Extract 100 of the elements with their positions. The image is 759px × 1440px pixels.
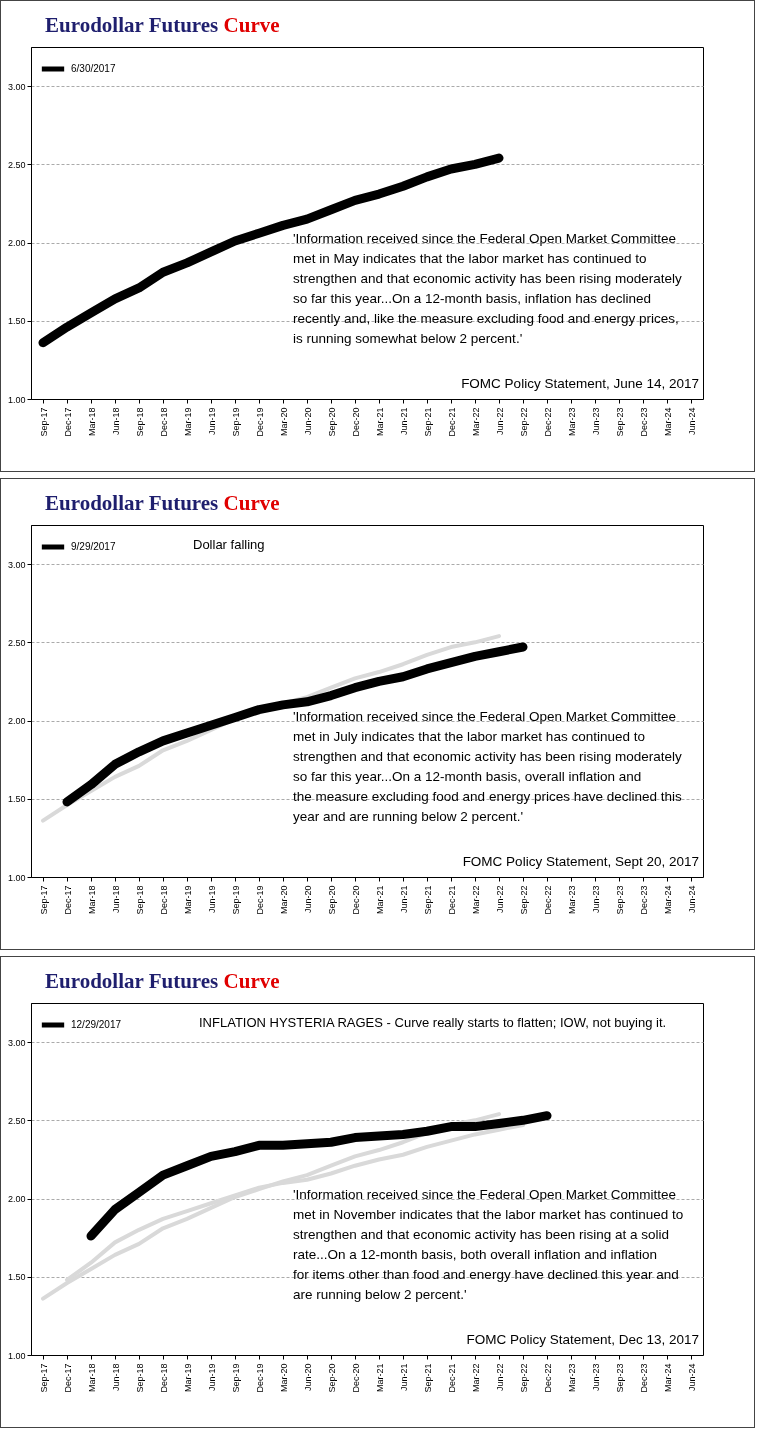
x-tick-label: Mar-23: [566, 407, 577, 437]
x-tick-label: Jun-20: [302, 1363, 313, 1392]
annotation: 'Information received since the Federal Open Market Committee met in July indicates that the labor market has continued to strengthen and that economic activity has been rising moderately so far this year...On a 12-month basis, overall inflation and the measure excluding food and energy prices have declined this year and are running below 2 percent.': [293, 709, 682, 824]
x-tick-label: Jun-18: [110, 885, 121, 914]
x-tick-label: Dec-18: [158, 1363, 169, 1393]
x-tick-label: Dec-23: [638, 407, 649, 437]
x-tick-label: Dec-17: [62, 407, 73, 437]
y-tick-label: 2.50: [7, 637, 26, 648]
y-tick-label: 1.00: [7, 394, 26, 405]
x-tick-label: Jun-21: [398, 1363, 409, 1392]
chart-title: Eurodollar Futures Curve: [45, 491, 280, 515]
x-tick-label: Jun-22: [494, 1363, 505, 1392]
x-tick-label: Dec-23: [638, 1363, 649, 1393]
x-tick-label: Jun-19: [206, 407, 217, 436]
x-tick-label: Jun-24: [686, 407, 697, 436]
x-tick-label: Jun-22: [494, 407, 505, 436]
x-tick-label: Dec-23: [638, 885, 649, 915]
y-tick-label: 2.50: [7, 159, 26, 170]
y-tick-label: 3.00: [7, 559, 26, 570]
x-tick-label: Mar-24: [662, 407, 673, 437]
text: Dollar falling: [193, 537, 265, 552]
x-tick-label: Mar-20: [278, 885, 289, 915]
x-tick-label: Sep-21: [422, 885, 433, 915]
x-tick-label: Mar-22: [470, 885, 481, 915]
y-tick-label: 2.50: [7, 1115, 26, 1126]
x-tick-label: Mar-21: [374, 1363, 385, 1393]
x-tick-label: Jun-20: [302, 407, 313, 436]
x-tick-label: Mar-21: [374, 885, 385, 915]
x-tick-label: Dec-20: [350, 1363, 361, 1393]
x-tick-label: Mar-24: [662, 1363, 673, 1393]
x-tick-label: Dec-17: [62, 885, 73, 915]
x-tick-label: Jun-20: [302, 885, 313, 914]
y-tick-label: 2.00: [7, 716, 26, 727]
x-tick-label: Sep-20: [326, 885, 337, 915]
x-tick-label: Sep-19: [230, 1363, 241, 1393]
x-tick-label: Sep-22: [518, 407, 529, 437]
x-tick-label: Jun-18: [110, 407, 121, 436]
legend-label: 6/30/2017: [71, 63, 116, 74]
x-tick-label: Sep-17: [38, 407, 49, 437]
x-tick-label: Jun-23: [590, 1363, 601, 1392]
x-tick-label: Jun-18: [110, 1363, 121, 1392]
x-tick-label: Jun-24: [686, 1363, 697, 1392]
x-tick-label: Sep-20: [326, 407, 337, 437]
x-tick-label: Mar-19: [182, 407, 193, 437]
x-tick-label: Jun-19: [206, 885, 217, 914]
x-tick-label: Sep-22: [518, 885, 529, 915]
x-tick-label: Dec-20: [350, 885, 361, 915]
chart-title: Eurodollar Futures Curve: [45, 13, 280, 37]
y-tick-label: 1.50: [7, 1272, 26, 1283]
x-tick-label: Mar-19: [182, 885, 193, 915]
annotation: 'Information received since the Federal Open Market Committee met in November indicates that the labor market has continued to strengthen and that economic activity has been rising at a solid rate...On a 12-month basis, both overall inflation and inflation for items other than food and energy have declined this year and are running below 2 percent.': [293, 1187, 684, 1302]
x-tick-label: Sep-18: [134, 1363, 145, 1393]
x-tick-label: Jun-23: [590, 407, 601, 436]
y-tick-label: 2.00: [7, 1194, 26, 1205]
x-tick-label: Mar-22: [470, 1363, 481, 1393]
x-tick-label: Mar-24: [662, 885, 673, 915]
legend-label: 9/29/2017: [71, 541, 116, 552]
x-tick-label: Sep-23: [614, 1363, 625, 1393]
x-tick-label: Dec-17: [62, 1363, 73, 1393]
x-tick-label: Dec-22: [542, 885, 553, 915]
x-tick-label: Mar-18: [86, 1363, 97, 1393]
x-tick-label: Sep-23: [614, 885, 625, 915]
x-tick-label: Jun-19: [206, 1363, 217, 1392]
chart-title: Eurodollar Futures Curve: [45, 969, 280, 993]
x-tick-label: Sep-21: [422, 407, 433, 437]
y-tick-label: 1.50: [7, 316, 26, 327]
x-tick-label: Sep-19: [230, 407, 241, 437]
x-tick-label: Dec-20: [350, 407, 361, 437]
y-tick-label: 1.00: [7, 872, 26, 883]
x-tick-label: Mar-20: [278, 407, 289, 437]
x-tick-label: Mar-18: [86, 407, 97, 437]
x-tick-label: Sep-23: [614, 407, 625, 437]
legend-label: 12/29/2017: [71, 1019, 122, 1030]
x-tick-label: Sep-20: [326, 1363, 337, 1393]
x-tick-label: Mar-19: [182, 1363, 193, 1393]
x-tick-label: Mar-20: [278, 1363, 289, 1393]
y-tick-label: 1.50: [7, 794, 26, 805]
x-tick-label: Sep-22: [518, 1363, 529, 1393]
x-tick-label: Mar-23: [566, 1363, 577, 1393]
annotation: FOMC Policy Statement, June 14, 2017: [461, 376, 699, 391]
x-tick-label: Mar-23: [566, 885, 577, 915]
y-tick-label: 3.00: [7, 1037, 26, 1048]
x-tick-label: Dec-18: [158, 885, 169, 915]
y-tick-label: 2.00: [7, 238, 26, 249]
x-tick-label: Jun-24: [686, 885, 697, 914]
x-tick-label: Mar-22: [470, 407, 481, 437]
x-tick-label: Dec-19: [254, 407, 265, 437]
annotation: FOMC Policy Statement, Dec 13, 2017: [466, 1332, 699, 1347]
x-tick-label: Dec-19: [254, 885, 265, 915]
x-tick-label: Dec-21: [446, 885, 457, 915]
x-tick-label: Dec-22: [542, 407, 553, 437]
annotation: 'Information received since the Federal Open Market Committee met in May indicates that the labor market has continued to strengthen and that economic activity has been rising moderately so far this year...On a 12-month basis, inflation has declined recently and, like the measure excluding food and energy prices, is running somewhat below 2 percent.': [293, 231, 682, 346]
x-tick-label: Sep-18: [134, 407, 145, 437]
annotation: FOMC Policy Statement, Sept 20, 2017: [462, 854, 699, 869]
y-tick-label: 3.00: [7, 81, 26, 92]
x-tick-label: Dec-22: [542, 1363, 553, 1393]
x-tick-label: Jun-21: [398, 407, 409, 436]
x-tick-label: Jun-23: [590, 885, 601, 914]
x-tick-label: Sep-17: [38, 885, 49, 915]
x-tick-label: Sep-21: [422, 1363, 433, 1393]
